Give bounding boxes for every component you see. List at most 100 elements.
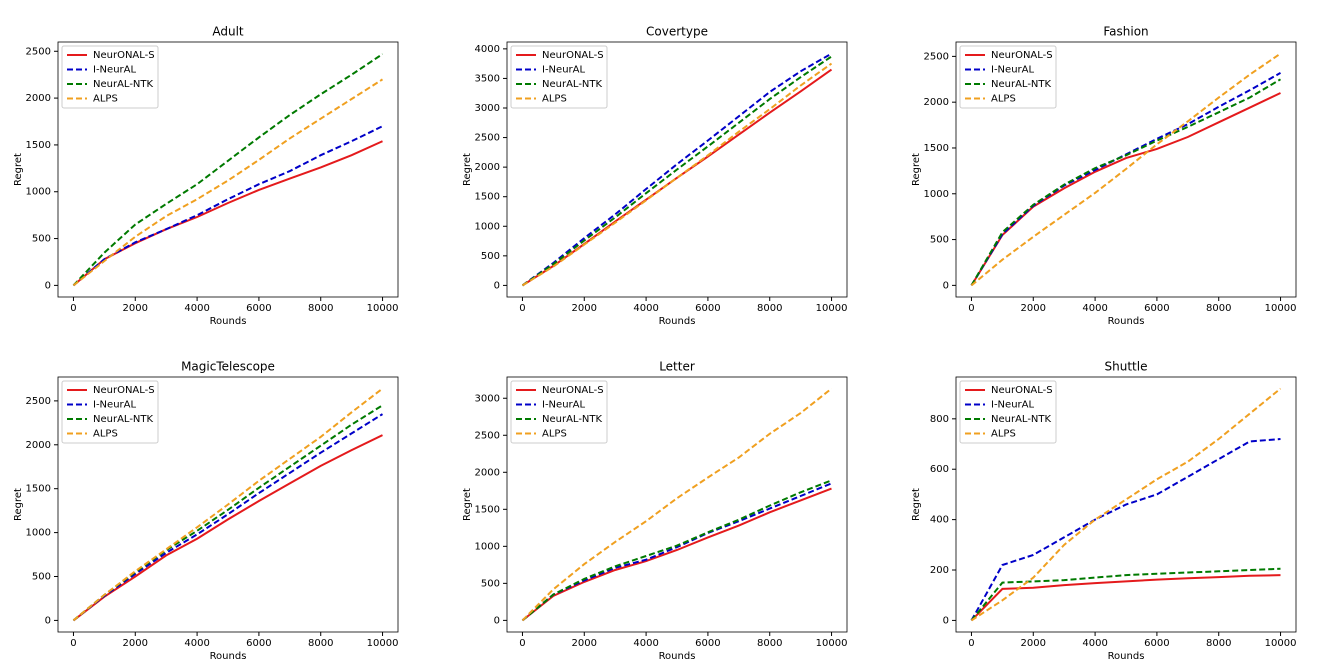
y-tick-label: 2500 [26,46,51,57]
series-line [72,140,383,287]
x-tick-label: 8000 [308,638,333,649]
series-line [521,487,832,622]
series-line [521,55,833,287]
y-tick-label: 2500 [924,51,949,62]
legend-label: NeurAL-NTK [542,414,603,425]
x-tick-label: 6000 [1144,303,1169,314]
legend-label: ALPS [93,429,118,440]
legend-label: NeurONAL-S [991,50,1053,61]
x-tick-label: 2000 [1021,303,1046,314]
x-tick-label: 6000 [695,303,720,314]
x-tick-label: 8000 [308,303,333,314]
legend-box [61,380,159,444]
chart-title: Letter [659,360,695,374]
x-tick-label: 6000 [695,638,720,649]
legend-label: NeurONAL-S [991,385,1053,396]
y-axis-label: Regret [911,488,922,521]
y-tick-label: 200 [930,565,949,576]
x-axis-label: Rounds [210,651,247,662]
axes-frame [57,376,399,633]
x-axis-label: Rounds [210,316,247,327]
legend-label: ALPS [542,429,567,440]
series-line [521,68,833,287]
legend-label: NeurAL-NTK [991,79,1052,90]
y-tick-label: 2500 [475,430,500,441]
chart-title: Fashion [1103,25,1148,39]
y-tick-label: 2000 [475,162,500,173]
y-tick-label: 500 [930,235,949,246]
axes-frame [506,376,848,633]
y-axis-label: Regret [13,153,24,186]
legend-label: ALPS [542,94,567,105]
y-tick-label: 500 [32,572,51,583]
y-tick-label: 0 [494,280,500,291]
legend-label: ALPS [93,94,118,105]
legend-label: NeurONAL-S [93,385,155,396]
x-tick-label: 4000 [633,303,658,314]
x-tick-label: 0 [70,638,76,649]
chart-title: Adult [212,25,244,39]
y-axis-label: Regret [911,153,922,186]
y-tick-label: 2500 [26,396,51,407]
x-tick-label: 10000 [816,303,848,314]
series-line [72,387,384,622]
x-tick-label: 8000 [1206,638,1231,649]
x-tick-label: 2000 [123,638,148,649]
y-tick-label: 2500 [475,133,500,144]
legend-box [959,45,1057,109]
y-tick-label: 4000 [475,44,500,55]
y-tick-label: 500 [481,578,500,589]
y-tick-label: 1500 [26,484,51,495]
y-tick-label: 1000 [475,541,500,552]
legend-label: NeurONAL-S [93,50,155,61]
chart-title: Covertype [646,25,708,39]
x-axis-label: Rounds [1108,651,1145,662]
y-tick-label: 1000 [26,528,51,539]
x-tick-label: 2000 [123,303,148,314]
legend-label: I-NeurAL [991,65,1034,76]
y-tick-label: 500 [32,234,51,245]
y-tick-label: 0 [45,615,51,626]
series-line [970,438,1281,621]
series-line [521,482,832,622]
y-tick-label: 2000 [26,93,51,104]
series-line [970,567,1281,622]
legend-label: NeurAL-NTK [93,414,154,425]
legend-label: I-NeurAL [542,400,585,411]
legend-box [510,45,608,109]
x-tick-label: 6000 [1144,638,1169,649]
x-tick-label: 8000 [757,303,782,314]
chart-title: Shuttle [1105,360,1148,374]
y-tick-label: 500 [481,251,500,262]
series-line [970,52,1282,287]
x-tick-label: 0 [968,303,974,314]
legend-label: NeurONAL-S [542,50,604,61]
axes-frame [955,376,1297,633]
x-tick-label: 6000 [246,638,271,649]
series-line [72,53,384,287]
y-tick-label: 1000 [475,221,500,232]
x-axis-label: Rounds [659,316,696,327]
y-tick-label: 800 [930,414,949,425]
x-tick-label: 0 [519,638,525,649]
y-tick-label: 2000 [924,97,949,108]
y-tick-label: 1500 [475,504,500,515]
x-tick-label: 0 [519,303,525,314]
x-tick-label: 10000 [1265,303,1297,314]
legend-label: I-NeurAL [542,65,585,76]
y-axis-label: Regret [462,153,473,186]
x-tick-label: 10000 [367,303,399,314]
x-tick-label: 4000 [633,638,658,649]
legend-label: I-NeurAL [93,65,136,76]
x-tick-label: 4000 [1082,303,1107,314]
legend-box [510,380,608,444]
y-tick-label: 3000 [475,393,500,404]
legend-label: I-NeurAL [93,400,136,411]
y-tick-label: 1500 [26,140,51,151]
x-tick-label: 0 [968,638,974,649]
x-tick-label: 10000 [816,638,848,649]
legend-label: ALPS [991,429,1016,440]
series-line [970,78,1282,286]
chart-title: MagicTelescope [181,360,275,374]
